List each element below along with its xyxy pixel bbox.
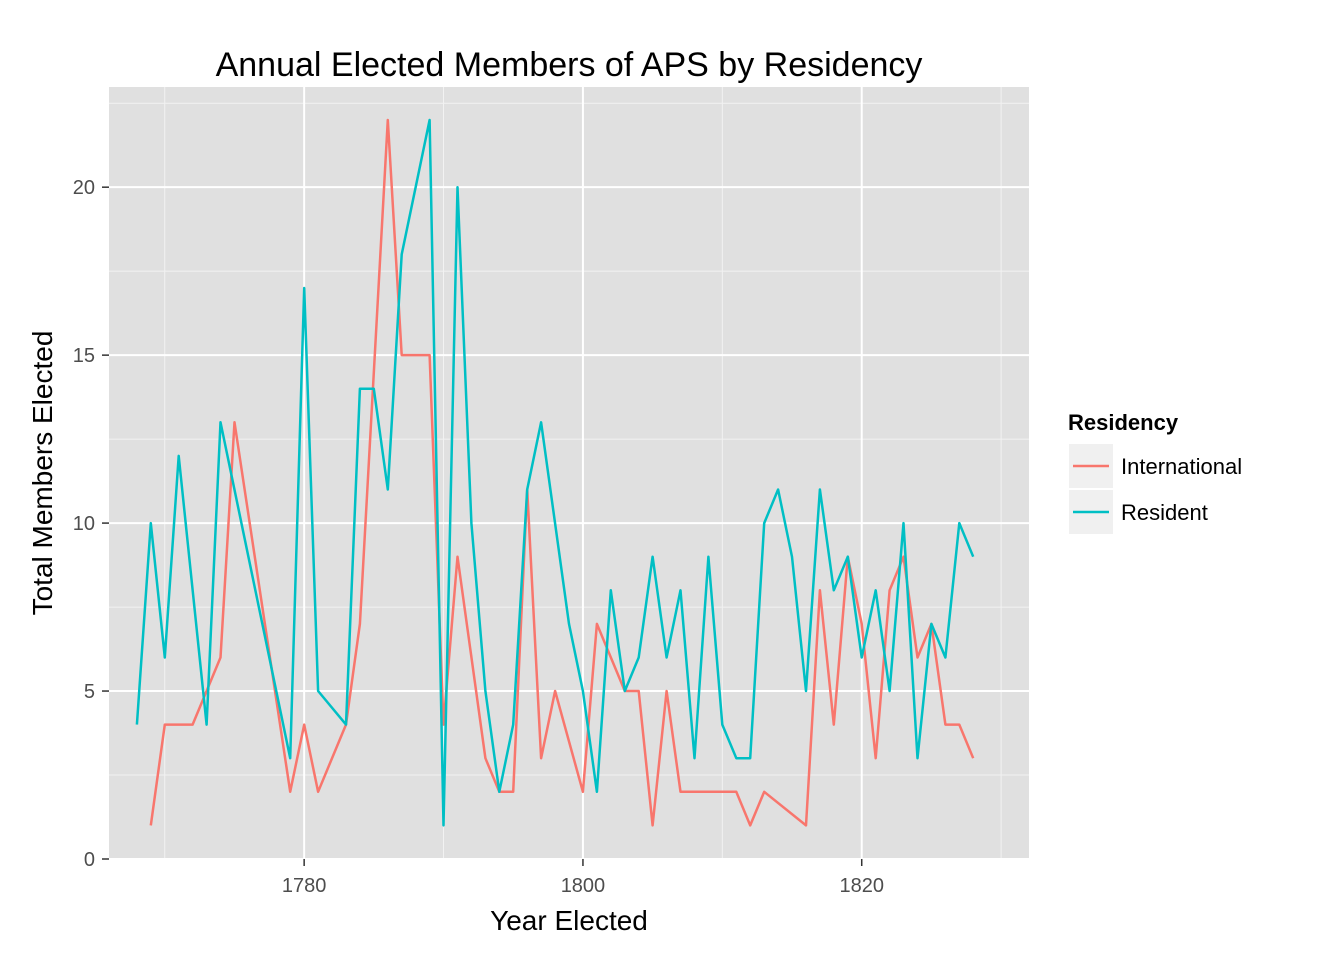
x-axis-title: Year Elected [490,905,648,936]
plot-panel [109,87,1029,859]
legend: Residency International Resident [1068,410,1242,534]
y-axis-title: Total Members Elected [27,331,58,616]
legend-label-international: International [1121,454,1242,479]
legend-title: Residency [1068,410,1179,435]
x-tick-label: 1780 [282,875,327,897]
y-tick-label: 5 [84,681,95,703]
series-lines [135,118,975,827]
chart-title: Annual Elected Members of APS by Residen… [216,46,923,84]
series-line-resident [135,118,975,827]
y-tick-label: 10 [73,513,95,535]
y-tick-label: 20 [73,177,95,199]
y-tick-label: 15 [73,345,95,367]
y-tick-label: 0 [84,849,95,871]
x-tick-label: 1820 [839,875,884,897]
x-tick-label: 1800 [561,875,606,897]
legend-label-resident: Resident [1121,500,1208,525]
axes: 1780 1800 1820 0 5 10 15 20 [73,177,884,897]
series-line-international [149,118,975,827]
